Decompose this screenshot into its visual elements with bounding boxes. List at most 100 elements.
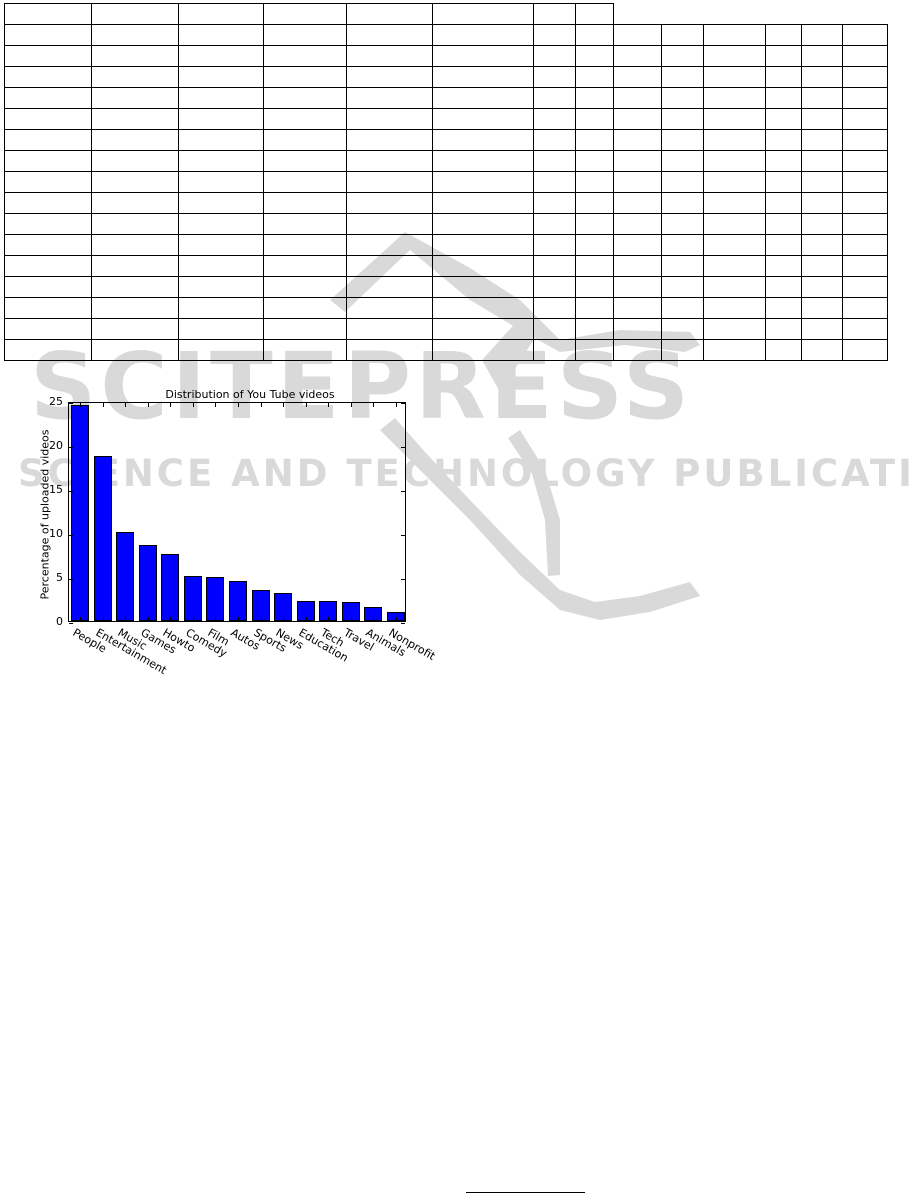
table-header-cell bbox=[532, 3, 577, 25]
table-cell bbox=[575, 66, 614, 88]
table-cell bbox=[262, 150, 348, 172]
table-cell bbox=[842, 24, 888, 46]
table-cell bbox=[575, 297, 614, 319]
table-cell bbox=[346, 108, 433, 130]
table-cell bbox=[3, 108, 93, 130]
table-cell bbox=[431, 255, 534, 277]
chart-bar bbox=[116, 532, 135, 621]
table-cell bbox=[262, 297, 348, 319]
table-cell bbox=[764, 234, 802, 256]
table-cell bbox=[532, 171, 577, 193]
table-row bbox=[3, 255, 888, 277]
table-header-cell bbox=[177, 3, 264, 25]
table-cell bbox=[262, 213, 348, 235]
empty-data-grid bbox=[3, 3, 888, 361]
table-cell bbox=[177, 276, 264, 298]
table-cell bbox=[661, 276, 705, 298]
table-cell bbox=[532, 339, 577, 361]
table-cell bbox=[346, 318, 433, 340]
table-cell bbox=[91, 45, 179, 67]
table-cell bbox=[661, 87, 705, 109]
chart-x-tick-mark bbox=[125, 617, 127, 621]
table-cell bbox=[575, 45, 614, 67]
table-cell bbox=[800, 276, 844, 298]
table-header-cell bbox=[3, 3, 93, 25]
table-cell bbox=[612, 24, 663, 46]
chart-y-tick-mark bbox=[69, 623, 73, 624]
table-cell bbox=[842, 87, 888, 109]
table-cell bbox=[703, 171, 766, 193]
chart-x-tick-mark bbox=[350, 403, 352, 407]
table-cell bbox=[346, 45, 433, 67]
table-row bbox=[3, 87, 888, 109]
chart-y-tick-mark bbox=[401, 579, 405, 580]
table-cell bbox=[262, 318, 348, 340]
table-cell bbox=[346, 150, 433, 172]
table-cell bbox=[532, 150, 577, 172]
table-cell bbox=[661, 318, 705, 340]
watermark-swoosh-inner bbox=[508, 430, 560, 576]
table-cell bbox=[842, 318, 888, 340]
table-cell bbox=[661, 129, 705, 151]
chart-y-tick-mark bbox=[69, 447, 73, 448]
table-cell bbox=[842, 234, 888, 256]
table-cell bbox=[3, 24, 93, 46]
table-row bbox=[3, 297, 888, 319]
watermark-swoosh-lower bbox=[380, 418, 700, 620]
table-cell bbox=[91, 318, 179, 340]
table-header-cell bbox=[262, 3, 348, 25]
table-cell bbox=[764, 24, 802, 46]
chart-y-tick-mark bbox=[69, 579, 73, 580]
chart-y-tick-mark bbox=[401, 403, 405, 404]
table-cell bbox=[91, 297, 179, 319]
table-cell bbox=[3, 318, 93, 340]
table-cell bbox=[3, 129, 93, 151]
chart-bar bbox=[341, 601, 360, 621]
table-cell bbox=[3, 192, 93, 214]
table-cell bbox=[262, 171, 348, 193]
table-cell bbox=[431, 66, 534, 88]
table-cell bbox=[262, 66, 348, 88]
table-cell bbox=[764, 66, 802, 88]
table-cell bbox=[177, 192, 264, 214]
table-cell bbox=[91, 255, 179, 277]
table-cell bbox=[431, 87, 534, 109]
table-cell bbox=[800, 234, 844, 256]
chart-bar bbox=[251, 590, 270, 621]
table-cell bbox=[91, 339, 179, 361]
table-cell bbox=[3, 255, 93, 277]
table-cell bbox=[431, 234, 534, 256]
table-cell bbox=[3, 276, 93, 298]
table-cell bbox=[703, 150, 766, 172]
table-cell bbox=[764, 297, 802, 319]
chart-bar bbox=[93, 456, 112, 621]
table-cell bbox=[532, 45, 577, 67]
table-cell bbox=[612, 318, 663, 340]
chart-y-tick-label: 10 bbox=[49, 527, 63, 540]
table-cell bbox=[800, 339, 844, 361]
table-cell bbox=[764, 276, 802, 298]
chart-x-tick-mark bbox=[170, 403, 172, 407]
table-cell bbox=[842, 192, 888, 214]
table-row bbox=[3, 129, 888, 151]
chart-x-tick-mark bbox=[305, 617, 307, 621]
table-cell bbox=[91, 129, 179, 151]
table-cell bbox=[800, 24, 844, 46]
table-cell bbox=[431, 192, 534, 214]
table-row bbox=[3, 150, 888, 172]
table-cell bbox=[764, 213, 802, 235]
table-cell bbox=[703, 318, 766, 340]
chart-x-tick-mark bbox=[350, 617, 352, 621]
table-row bbox=[3, 192, 888, 214]
table-cell bbox=[842, 339, 888, 361]
table-cell bbox=[431, 297, 534, 319]
table-cell bbox=[764, 339, 802, 361]
table-cell bbox=[800, 129, 844, 151]
chart-y-tick-label: 20 bbox=[49, 439, 63, 452]
table-cell bbox=[532, 66, 577, 88]
table-cell bbox=[612, 339, 663, 361]
table-row bbox=[3, 108, 888, 130]
table-cell bbox=[346, 87, 433, 109]
table-row bbox=[3, 213, 888, 235]
table-cell bbox=[431, 24, 534, 46]
